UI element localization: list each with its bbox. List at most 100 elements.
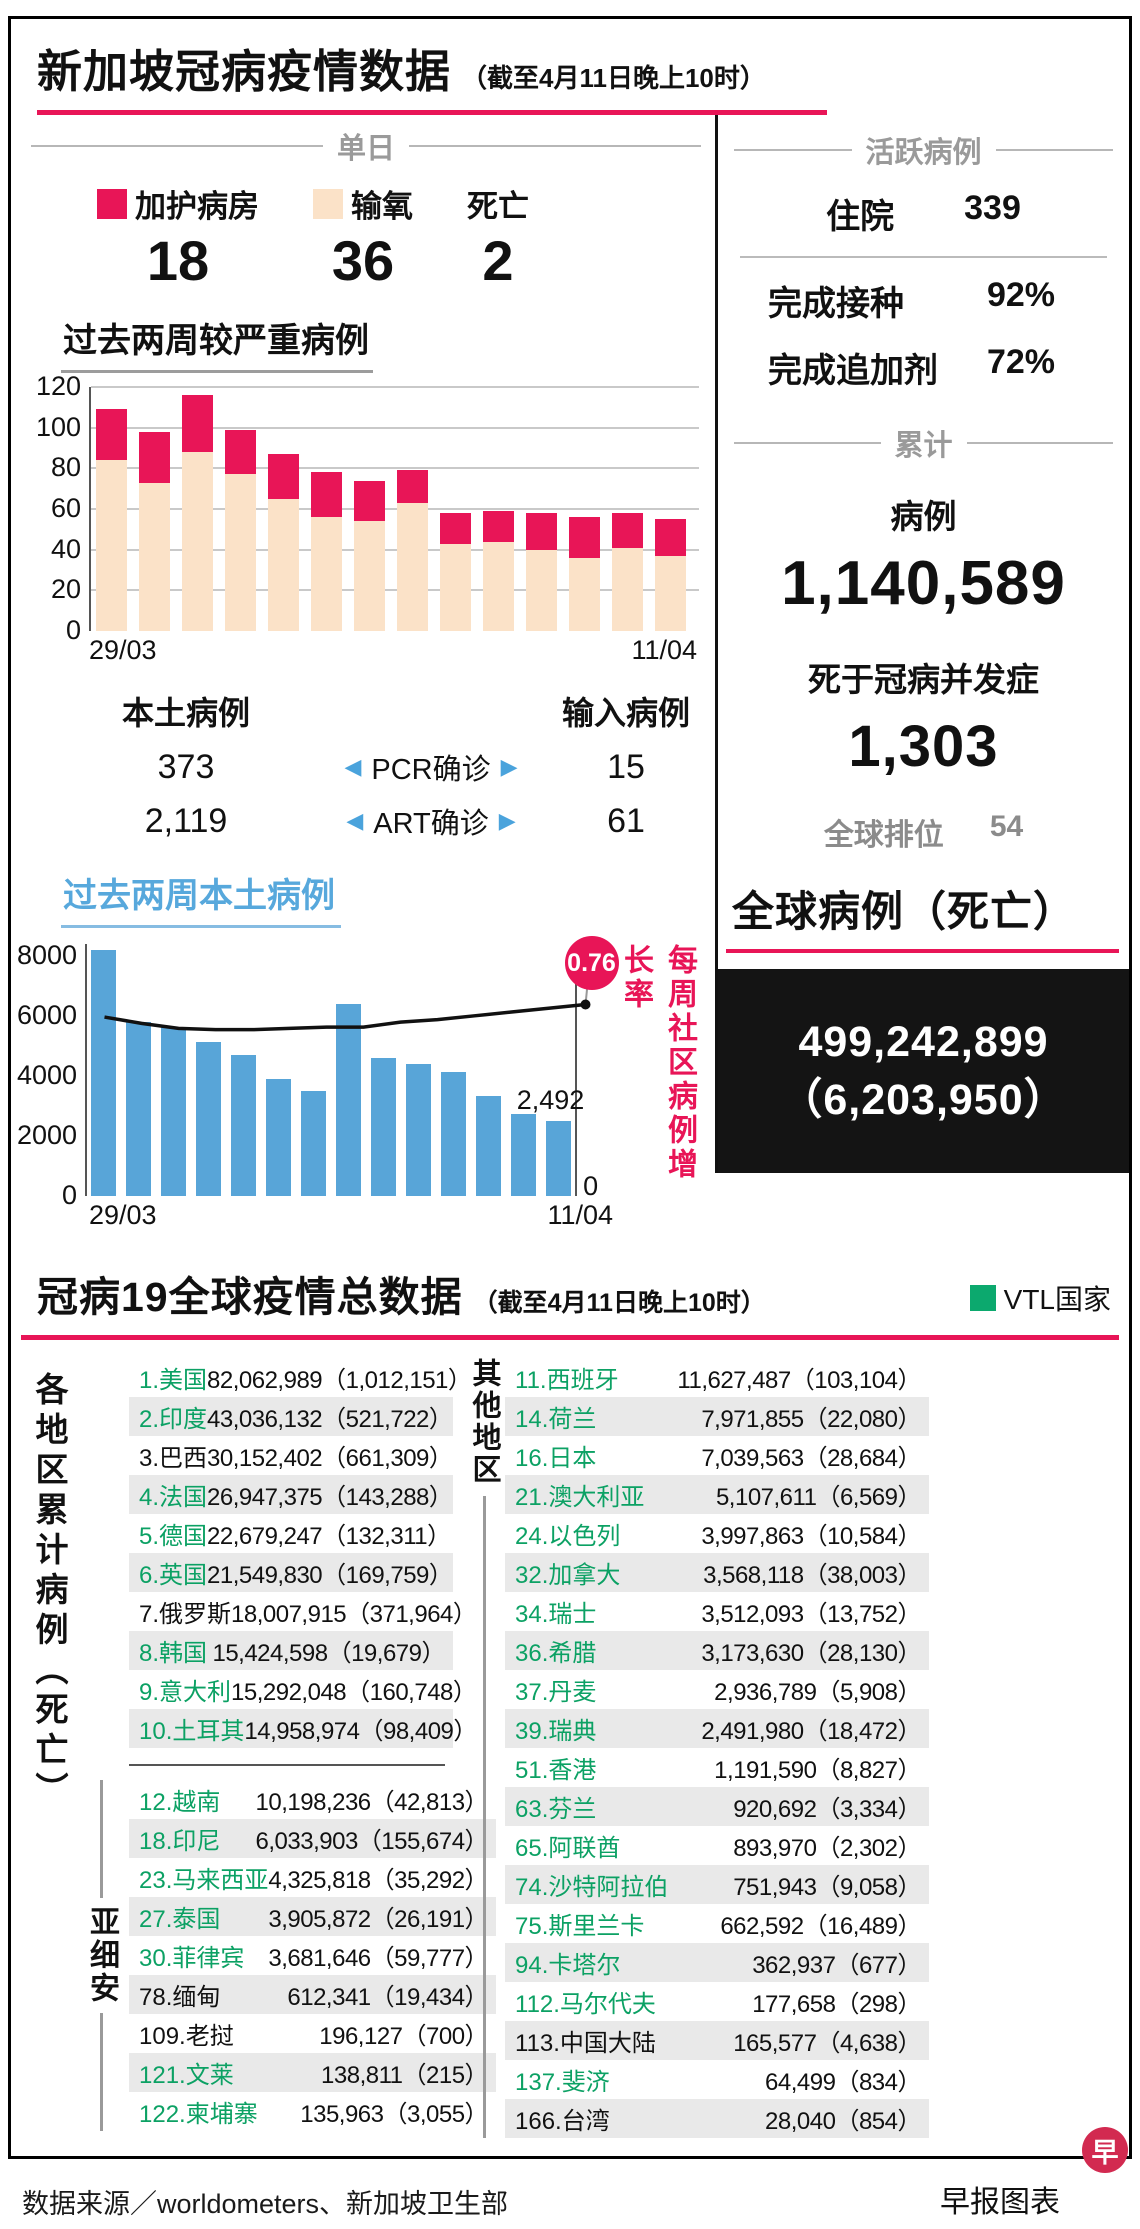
country-name: 113.中国大陆 bbox=[515, 2030, 656, 2057]
asean-bracket: 亚细安 bbox=[73, 1780, 129, 2131]
icu-segment bbox=[139, 431, 170, 483]
country-value: 18,007,915（371,964） bbox=[231, 1601, 477, 1628]
country-value: 21,549,830（169,759） bbox=[207, 1562, 453, 1589]
page-title: 新加坡冠病疫情数据 bbox=[37, 46, 452, 97]
bar bbox=[546, 1121, 572, 1196]
country-name: 78.缅甸 bbox=[139, 1984, 221, 2011]
pcr-row-label: ◀ PCR确诊 ▶ bbox=[344, 754, 518, 786]
daily-legend: 加护病房 18 输氧 36 死亡 2 bbox=[31, 181, 701, 293]
icu-label: 加护病房 bbox=[135, 189, 259, 224]
country-value: 3,173,630（28,130） bbox=[701, 1640, 921, 1667]
arrow-right-icon: ▶ bbox=[498, 808, 516, 833]
gridline bbox=[91, 548, 699, 551]
stacked-bar bbox=[182, 395, 213, 631]
y-axis-tick: 80 bbox=[50, 452, 81, 483]
oxygen-label: 输氧 bbox=[351, 189, 413, 224]
bar bbox=[406, 1064, 432, 1196]
zaobao-logo: 早 bbox=[1082, 2127, 1128, 2173]
y-axis-tick: 0 bbox=[61, 1180, 78, 1210]
vaccinated-row: 完成接种 92% bbox=[718, 276, 1129, 325]
bar bbox=[161, 1026, 187, 1196]
table-row: 65.阿联酋 893,970（2,302） bbox=[505, 1826, 929, 1865]
active-cases-header: 活跃病例 bbox=[734, 129, 1113, 171]
country-name: 8.韩国 bbox=[139, 1640, 208, 1667]
table-row: 6.英国 21,549,830（169,759） bbox=[129, 1553, 453, 1592]
oxygen-segment bbox=[397, 502, 428, 631]
table-row: 5.德国 22,679,247（132,311） bbox=[129, 1514, 453, 1553]
growth-line-overlay bbox=[104, 964, 591, 1032]
oxygen-segment bbox=[526, 549, 557, 631]
imported-pcr-value: 15 bbox=[607, 747, 645, 786]
stacked-bar bbox=[311, 472, 342, 631]
global-section-subtitle: （截至4月11日晚上10时） bbox=[472, 1289, 766, 1317]
country-name: 122.柬埔寨 bbox=[139, 2101, 258, 2128]
table-row: 37.丹麦 2,936,789（5,908） bbox=[505, 1670, 929, 1709]
country-name: 121.文莱 bbox=[139, 2062, 234, 2089]
table-row: 9.意大利 15,292,048（160,748） bbox=[129, 1670, 477, 1709]
global-cases-box: 499,242,899 （6,203,950） bbox=[718, 969, 1129, 1174]
country-value: 43,036,132（521,722） bbox=[207, 1406, 453, 1433]
oxygen-segment bbox=[440, 543, 471, 631]
right-axis-bottom-tick: 0 bbox=[583, 1171, 599, 1201]
severe-chart-plot bbox=[89, 386, 699, 631]
table-row: 94.卡塔尔 362,937（677） bbox=[505, 1943, 929, 1982]
table-row: 30.菲律宾 3,681,646（59,777） bbox=[129, 1936, 496, 1975]
oxygen-segment bbox=[311, 517, 342, 631]
country-value: 3,997,863（10,584） bbox=[701, 1523, 921, 1550]
y-axis-tick: 0 bbox=[65, 615, 81, 645]
legend-item-deaths: 死亡 2 bbox=[467, 181, 529, 293]
bar bbox=[91, 950, 117, 1196]
table-row: 122.柬埔寨 135,963（3,055） bbox=[129, 2092, 496, 2131]
y-axis-tick: 60 bbox=[50, 493, 81, 523]
table-row: 113.中国大陆 165,577（4,638） bbox=[505, 2021, 929, 2060]
country-value: 2,936,789（5,908） bbox=[714, 1679, 921, 1706]
vaccinated-label: 完成接种 bbox=[768, 285, 904, 323]
country-value: 28,040（854） bbox=[765, 2108, 921, 2135]
y-axis-tick: 6000 bbox=[16, 1000, 78, 1030]
icu-swatch-icon bbox=[97, 188, 127, 219]
local-pcr-value: 373 bbox=[157, 747, 215, 786]
country-name: 3.巴西 bbox=[139, 1445, 208, 1472]
arrow-left-icon: ◀ bbox=[346, 808, 364, 833]
oxygen-segment bbox=[354, 521, 385, 631]
country-name: 112.马尔代夫 bbox=[515, 1991, 656, 2018]
local-chart-ylabels: 0 2000 4000 6000 8000 bbox=[17, 940, 85, 1210]
y-axis-tick: 20 bbox=[50, 574, 81, 605]
country-name: 30.菲律宾 bbox=[139, 1945, 245, 1972]
divider bbox=[740, 256, 1107, 258]
local-cases-header: 本土病例 bbox=[121, 695, 250, 731]
x-first-label: 29/03 bbox=[89, 635, 157, 665]
stacked-bar bbox=[354, 480, 385, 631]
legend-item-icu: 加护病房 18 bbox=[97, 181, 259, 293]
hospitalised-row: 住院 339 bbox=[718, 189, 1129, 238]
icu-segment bbox=[655, 519, 686, 556]
country-value: 3,681,646（59,777） bbox=[268, 1945, 489, 1972]
cumulative-cases-value: 1,140,589 bbox=[781, 549, 1066, 618]
country-name: 74.沙特阿拉伯 bbox=[515, 1874, 669, 1901]
booster-row: 完成追加剂 72% bbox=[718, 343, 1129, 392]
global-cases-title: 全球病例（死亡） bbox=[732, 888, 1077, 935]
severe-chart-title: 过去两周较严重病例 bbox=[61, 313, 373, 373]
bar bbox=[266, 1079, 292, 1196]
country-value: 3,512,093（13,752） bbox=[701, 1601, 921, 1628]
bar bbox=[336, 1004, 362, 1196]
country-name: 32.加拿大 bbox=[515, 1562, 621, 1589]
icu-segment bbox=[440, 513, 471, 544]
local-chart-xlabels: 29/03 11/04 bbox=[89, 1200, 613, 1231]
x-last-label: 11/04 bbox=[547, 1200, 613, 1230]
art-row-label: ◀ ART确诊 ▶ bbox=[346, 808, 516, 840]
others-rows: 11.西班牙 11,627,487（103,104） 14.荷兰 7,971,855（… bbox=[505, 1358, 929, 2138]
oxygen-segment bbox=[612, 547, 643, 631]
icu-value: 18 bbox=[146, 229, 210, 292]
oxygen-segment bbox=[139, 482, 170, 631]
footer: 数据来源／worldometers、新加坡卫生部 早报图表 早 bbox=[0, 2127, 1140, 2229]
vtl-legend-label: VTL国家 bbox=[1003, 1284, 1111, 1315]
country-value: 5,107,611（6,569） bbox=[715, 1484, 922, 1511]
infographic-frame: 新加坡冠病疫情数据 （截至4月11日晚上10时） 单日 加护病房 18 bbox=[8, 16, 1132, 2159]
booster-value: 72% bbox=[986, 343, 1055, 381]
table-row: 8.韩国 15,424,598（19,679） bbox=[129, 1631, 453, 1670]
table-row: 34.瑞士 3,512,093（13,752） bbox=[505, 1592, 929, 1631]
table-row: 63.芬兰 920,692（3,334） bbox=[505, 1787, 929, 1826]
country-name: 75.斯里兰卡 bbox=[515, 1913, 645, 1940]
table-row: 166.台湾 28,040（854） bbox=[505, 2099, 929, 2138]
